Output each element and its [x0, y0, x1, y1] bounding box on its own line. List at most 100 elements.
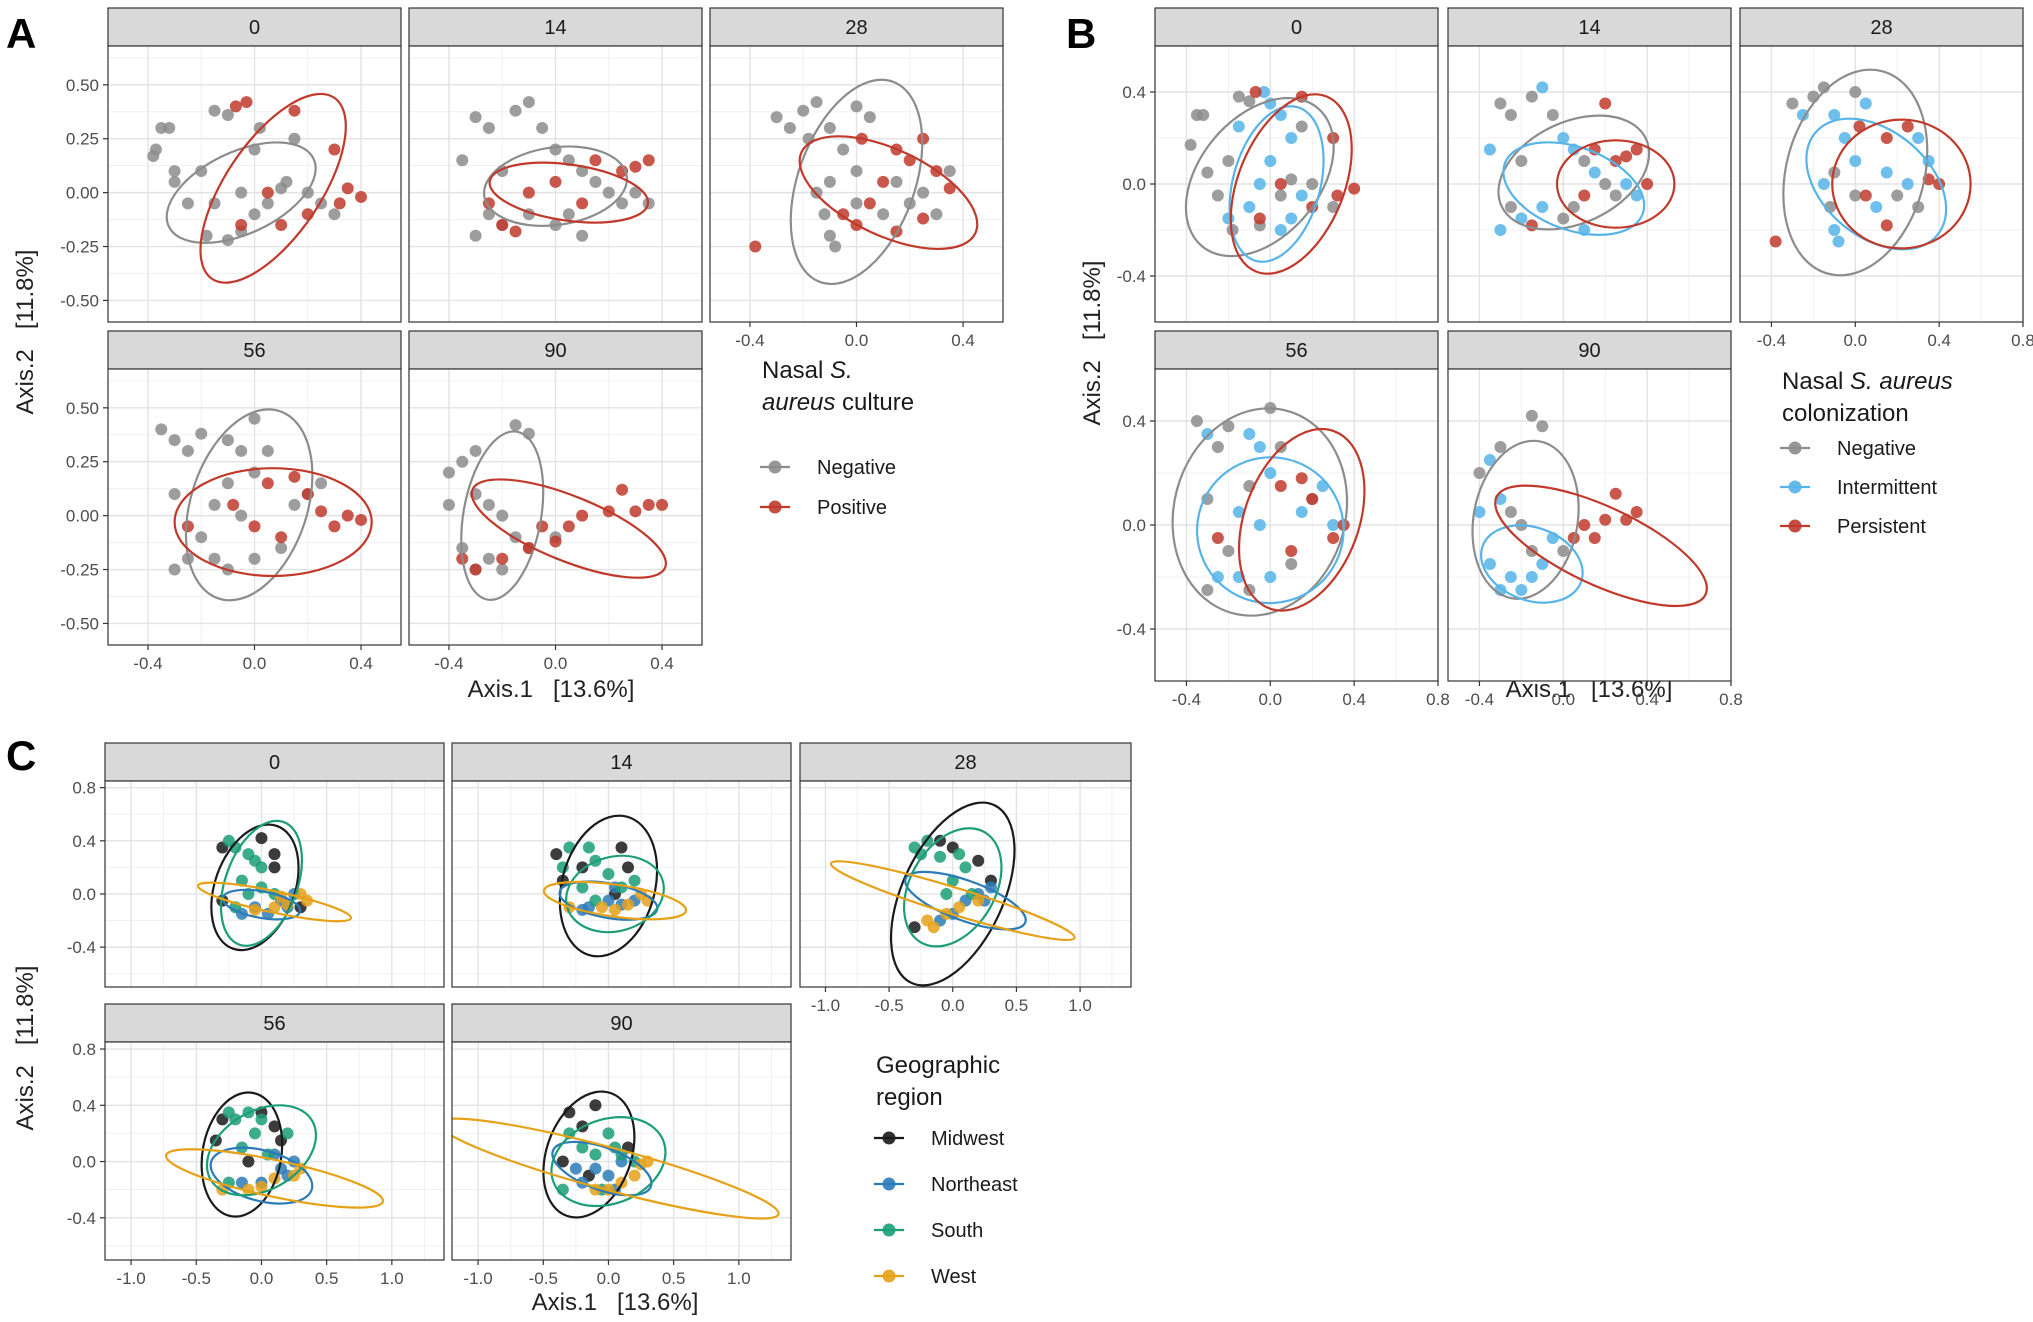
point-negative: [850, 165, 863, 178]
y-tick-label: 0.8: [72, 779, 96, 798]
point-positive: [288, 470, 301, 483]
point-negative: [482, 498, 495, 511]
point-negative: [482, 208, 495, 221]
x-tick-label: 0.0: [597, 1269, 621, 1288]
point-negative: [818, 208, 831, 221]
point-negative: [195, 531, 208, 544]
facet-strip: [408, 7, 703, 47]
points-layer: [1190, 402, 1350, 596]
panel-border: [107, 45, 402, 323]
point-intermittent: [1483, 143, 1496, 156]
point-negative: [496, 563, 509, 576]
point-negative: [248, 208, 261, 221]
point-south: [576, 881, 589, 894]
point-negative: [837, 143, 850, 156]
point-intermittent: [1817, 178, 1830, 190]
points-layer: [155, 412, 368, 576]
point-south: [940, 887, 953, 900]
point-negative: [549, 143, 562, 156]
point-negative: [221, 434, 234, 447]
points-layer: [1483, 81, 1654, 236]
x-tick-label: 0.0: [243, 654, 267, 673]
point-negative: [1473, 467, 1486, 479]
point-negative: [1891, 189, 1904, 202]
point-persistent: [1274, 178, 1287, 190]
point-negative: [850, 197, 863, 210]
facet-strip: [1447, 7, 1732, 47]
legend-item-west: West: [874, 1266, 977, 1288]
panel-b-legend: Nasal S. aureus colonization Negative Inter…: [1780, 368, 1953, 538]
point-positive: [522, 186, 535, 199]
point-negative: [208, 104, 221, 117]
point-positive: [355, 513, 368, 526]
ellipses-layer: [1184, 93, 1353, 275]
x-tick-label: -1.0: [116, 1269, 145, 1288]
point-west: [622, 898, 635, 911]
legend-title: region: [876, 1084, 943, 1111]
x-tick-label: 0.5: [315, 1269, 339, 1288]
point-midwest: [972, 854, 985, 867]
point-midwest: [622, 861, 635, 874]
point-persistent: [1609, 487, 1622, 500]
legend-item-south: South: [874, 1220, 983, 1242]
point-persistent: [1599, 97, 1612, 110]
ellipse-west: [542, 880, 688, 921]
point-midwest: [589, 1099, 602, 1112]
y-tick-label: 0.00: [66, 184, 99, 203]
point-persistent: [1880, 132, 1893, 144]
x-tick-label: 0.4: [1635, 690, 1659, 709]
point-intermittent: [1201, 428, 1214, 440]
point-negative: [1849, 189, 1862, 202]
point-negative: [155, 423, 168, 436]
ellipse-west: [829, 860, 1076, 942]
ellipses-layer: [1782, 68, 1972, 277]
facet-strip: [1154, 330, 1439, 370]
point-negative: [168, 563, 181, 576]
point-positive: [642, 498, 655, 511]
legend-key-point: [1788, 480, 1802, 494]
ellipse-negative: [165, 141, 317, 244]
point-positive: [333, 197, 346, 210]
panel-letter-a: A: [6, 10, 36, 57]
y-tick-label: 0.25: [66, 130, 99, 149]
x-tick-label: -0.5: [529, 1269, 558, 1288]
ellipse-northeast: [904, 870, 1027, 931]
y-tick-label: 0.50: [66, 399, 99, 418]
point-west: [255, 1180, 268, 1193]
legend-key-point: [1788, 441, 1802, 455]
y-tick-label: 0.00: [66, 507, 99, 526]
y-tick-label: -0.4: [1117, 620, 1146, 639]
point-midwest: [255, 832, 268, 845]
point-west: [927, 921, 940, 934]
point-intermittent: [1295, 189, 1308, 202]
point-negative: [200, 229, 213, 242]
point-persistent: [1525, 219, 1538, 232]
panel-a: 0 -0.50 -0.25 0.00 0.25 0.50 14 28 -0.4 0.0 0.4 56 -…: [60, 7, 1004, 673]
facet-strip-label: 56: [263, 1013, 285, 1035]
ellipse-west: [164, 1148, 385, 1209]
point-persistent: [1211, 532, 1224, 544]
legend-title-part: Nasal: [762, 357, 830, 384]
point-west: [608, 903, 621, 916]
facet-strip-label: 0: [249, 17, 260, 39]
point-negative: [1243, 95, 1256, 108]
legend-item-label: Midwest: [931, 1128, 1005, 1150]
y-tick-label: 0.4: [72, 1096, 96, 1115]
point-negative: [1232, 90, 1245, 103]
point-persistent: [1327, 532, 1340, 544]
point-negative: [823, 121, 836, 134]
point-negative: [823, 229, 836, 242]
legend-title-part: S. aureus: [1850, 368, 1953, 395]
facet-strip-label: 14: [1578, 17, 1600, 39]
point-negative: [181, 444, 194, 457]
legend-title: colonization: [1782, 400, 1909, 427]
point-midwest: [908, 921, 921, 934]
point-intermittent: [1243, 428, 1256, 440]
ellipse-intermittent: [1805, 117, 1948, 251]
legend-title-part: Geographic: [876, 1052, 1000, 1079]
point-south: [628, 874, 641, 887]
point-negative: [1201, 166, 1214, 179]
point-intermittent: [1849, 155, 1862, 167]
ellipses-layer: [789, 78, 979, 286]
point-negative: [576, 229, 589, 242]
